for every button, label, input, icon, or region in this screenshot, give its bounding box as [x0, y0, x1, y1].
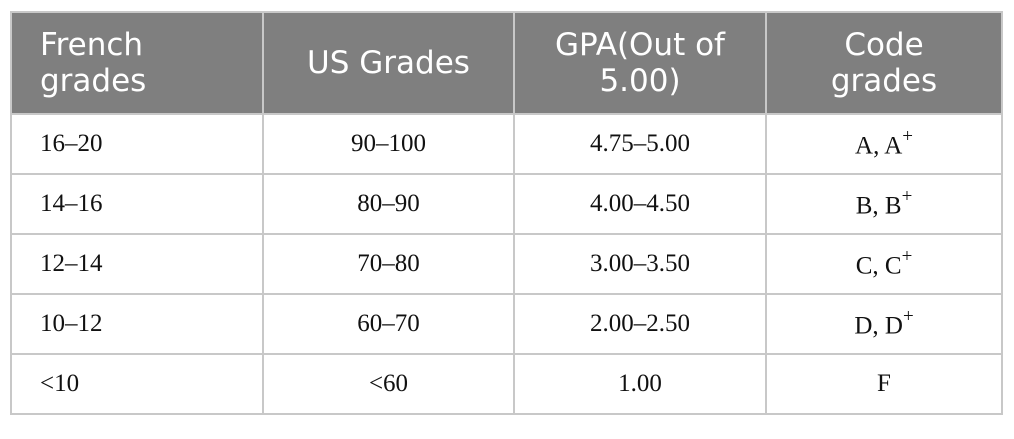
cell-text: D, D	[854, 312, 903, 340]
cell-superscript: +	[901, 245, 913, 267]
grade-table: French grades US Grades GPA(Out of 5.00) Co…	[10, 11, 1003, 415]
table-cell: <10	[10, 353, 264, 415]
table-cell: 3.00–3.50	[513, 233, 767, 295]
cell-superscript: +	[902, 305, 914, 327]
table-cell: 2.00–2.50	[513, 293, 767, 355]
cell-text: A, A	[855, 132, 903, 160]
table-cell: F	[765, 353, 1003, 415]
table-cell: B, B+	[765, 173, 1003, 235]
table-row: <10 <60 1.00 F	[10, 353, 1003, 415]
table-cell: 60–70	[262, 293, 515, 355]
cell-superscript: +	[901, 185, 913, 207]
table-cell: A, A+	[765, 113, 1003, 175]
table-cell: 12–14	[10, 233, 264, 295]
cell-superscript: +	[902, 125, 913, 147]
table-cell: 70–80	[262, 233, 515, 295]
table-row: 14–16 80–90 4.00–4.50 B, B+	[10, 173, 1003, 235]
table-cell: 80–90	[262, 173, 515, 235]
table-row: 12–14 70–80 3.00–3.50 C, C+	[10, 233, 1003, 295]
header-row: French grades US Grades GPA(Out of 5.00) Co…	[10, 11, 1003, 115]
header-cell: GPA(Out of 5.00)	[513, 11, 767, 115]
table-cell: <60	[262, 353, 515, 415]
table-row: 16–20 90–100 4.75–5.00 A, A+	[10, 113, 1003, 175]
table-row: 10–12 60–70 2.00–2.50 D, D+	[10, 293, 1003, 355]
cell-text: B, B	[855, 192, 902, 220]
table-cell: 4.75–5.00	[513, 113, 767, 175]
table-cell: 90–100	[262, 113, 515, 175]
table-cell: D, D+	[765, 293, 1003, 355]
table-cell: 1.00	[513, 353, 767, 415]
table-cell: 16–20	[10, 113, 264, 175]
header-cell: Code grades	[765, 11, 1003, 115]
table-cell: 14–16	[10, 173, 264, 235]
table-body: 16–20 90–100 4.75–5.00 A, A+ 14–16 80–90 4.00–…	[10, 113, 1003, 415]
table-cell: 10–12	[10, 293, 264, 355]
header-cell: French grades	[10, 11, 264, 115]
table-cell: 4.00–4.50	[513, 173, 767, 235]
table-cell: C, C+	[765, 233, 1003, 295]
cell-text: C, C	[855, 252, 902, 280]
header-cell: US Grades	[262, 11, 515, 115]
table-header: French grades US Grades GPA(Out of 5.00) Co…	[10, 11, 1003, 115]
